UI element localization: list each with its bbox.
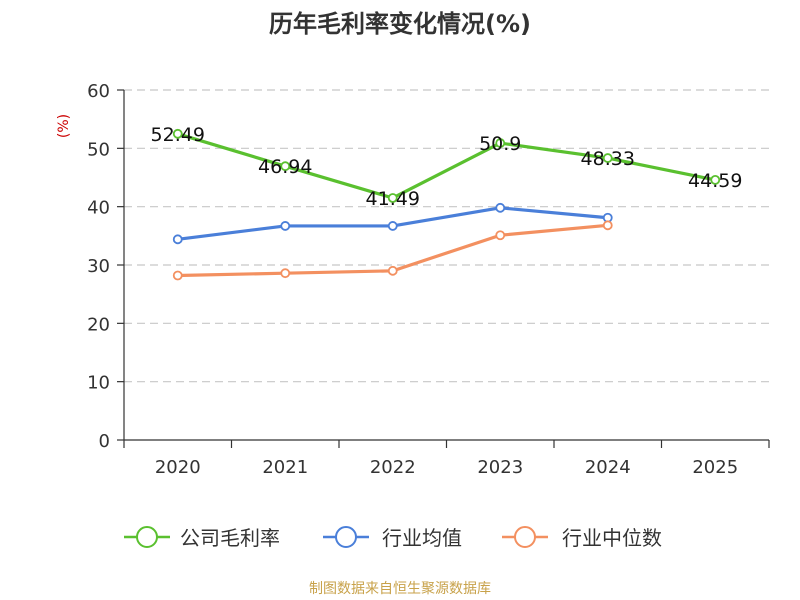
y-tick-label: 60 <box>87 81 110 102</box>
x-tick-label: 2022 <box>370 457 416 478</box>
data-point <box>387 265 398 276</box>
data-point <box>495 230 506 241</box>
data-point <box>710 174 721 185</box>
data-label: 52.49 <box>151 124 205 146</box>
legend-label: 公司毛利率 <box>180 526 280 550</box>
source-note: 制图数据来自恒生聚源数据库 <box>309 581 491 597</box>
data-point <box>387 221 398 231</box>
data-point <box>387 193 398 203</box>
data-point <box>172 128 183 139</box>
data-point <box>602 220 613 231</box>
legend-label: 行业均值 <box>382 526 462 550</box>
legend-marker <box>514 526 536 548</box>
y-tick-label: 20 <box>87 314 110 335</box>
x-tick-label: 2020 <box>155 457 201 478</box>
data-label: 44.59 <box>688 170 742 192</box>
data-point <box>495 138 506 148</box>
data-point <box>172 270 183 281</box>
legend-marker <box>136 526 158 548</box>
data-label: 50.9 <box>479 133 521 155</box>
y-tick-label: 50 <box>87 139 110 160</box>
data-label: 46.94 <box>258 156 312 178</box>
x-tick-label: 2024 <box>585 457 631 478</box>
x-tick-label: 2025 <box>692 457 738 478</box>
legend-label: 行业中位数 <box>562 526 662 550</box>
y-axis-label: (%) <box>56 114 72 138</box>
data-point <box>602 153 613 163</box>
y-tick-label: 40 <box>87 198 110 219</box>
chart-title: 历年毛利率变化情况(%) <box>269 10 531 38</box>
data-point <box>495 202 506 213</box>
y-tick-label: 10 <box>87 373 110 394</box>
legend-marker <box>335 526 357 548</box>
data-label: 41.49 <box>366 188 420 210</box>
data-point <box>172 234 183 245</box>
x-tick-label: 2023 <box>477 457 523 478</box>
y-tick-label: 30 <box>87 256 110 277</box>
data-point <box>280 221 291 231</box>
x-tick-label: 2021 <box>262 457 308 478</box>
data-point <box>280 268 291 279</box>
data-label: 48.33 <box>581 148 635 170</box>
data-point <box>280 161 291 172</box>
series-line-0 <box>176 132 717 200</box>
y-tick-label: 0 <box>99 431 110 452</box>
